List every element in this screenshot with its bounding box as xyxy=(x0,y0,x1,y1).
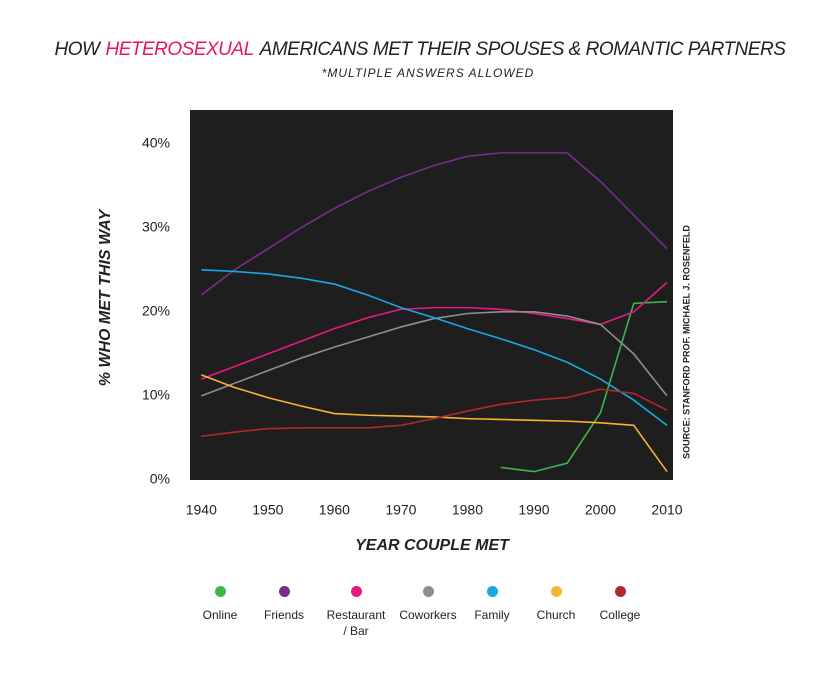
y-tick-label: 10% xyxy=(142,387,170,403)
legend-label: Church xyxy=(536,608,576,622)
chart-title: HOW HETEROSEXUAL AMERICANS MET THEIR SPOUS… xyxy=(55,39,787,60)
legend-item: Church xyxy=(533,586,579,639)
y-tick-label: 30% xyxy=(142,218,170,234)
title-highlight: HETEROSEXUAL xyxy=(105,39,253,60)
plot-area xyxy=(190,110,673,480)
y-tick-label: 0% xyxy=(150,471,170,487)
y-tick-label: 20% xyxy=(142,303,170,319)
series-line xyxy=(500,300,668,473)
legend-item: Friends xyxy=(261,586,307,639)
x-axis-label: YEAR COUPLE MET xyxy=(355,537,510,554)
legend: Online Friends Restaurant / Bar Coworkers Fa… xyxy=(0,586,840,639)
legend-item: College xyxy=(597,586,643,639)
legend-swatch xyxy=(550,586,562,597)
legend-swatch xyxy=(422,586,434,597)
legend-label: Restaurant / Bar xyxy=(326,608,386,638)
y-axis-label: % WHO MET THIS WAY xyxy=(97,208,114,386)
x-tick-label: 1980 xyxy=(452,502,483,518)
series-line xyxy=(200,152,668,296)
legend-swatch xyxy=(278,586,290,597)
source-note: SOURCE: STANFORD PROF. MICHAEL J. ROSENF… xyxy=(681,225,691,459)
legend-item: Coworkers xyxy=(399,586,457,639)
series-line xyxy=(201,374,668,473)
x-tick-label: 1990 xyxy=(518,502,549,518)
x-tick-label: 1950 xyxy=(252,502,283,518)
legend-item: Restaurant / Bar xyxy=(325,586,387,639)
x-tick-label: 1940 xyxy=(186,502,217,518)
series-line xyxy=(201,281,668,380)
legend-label: Online xyxy=(202,608,238,622)
series-line xyxy=(201,268,668,426)
title-part: HOW xyxy=(55,39,103,60)
legend-swatch xyxy=(486,586,498,597)
x-tick-label: 1970 xyxy=(385,502,416,518)
legend-swatch xyxy=(614,586,626,597)
y-tick-label: 40% xyxy=(142,134,170,150)
subtitle: *MULTIPLE ANSWERS ALLOWED xyxy=(322,66,535,80)
legend-label: Coworkers xyxy=(399,608,457,622)
legend-label: College xyxy=(599,608,641,622)
x-tick-label: 2000 xyxy=(585,502,616,518)
x-tick-label: 2010 xyxy=(651,502,682,518)
legend-item: Family xyxy=(469,586,515,639)
title-part: AMERICANS MET THEIR SPOUSES & ROMANTIC P… xyxy=(259,39,787,60)
x-tick-label: 1960 xyxy=(319,502,350,518)
legend-item: Online xyxy=(197,586,243,639)
series-line xyxy=(201,388,668,438)
legend-label: Family xyxy=(474,608,510,622)
legend-swatch xyxy=(350,586,362,597)
legend-swatch xyxy=(214,586,226,597)
legend-label: Friends xyxy=(263,608,304,622)
